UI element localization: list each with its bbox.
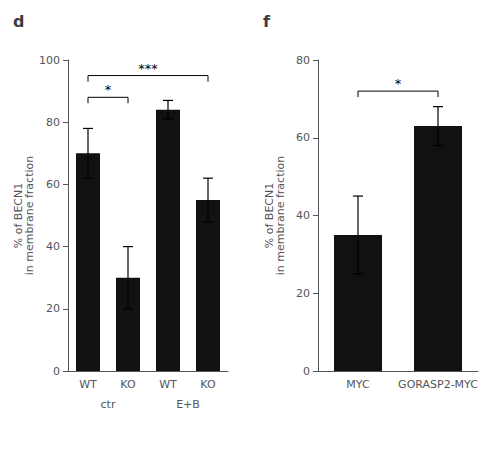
svg-text:in membrane fraction: in membrane fraction: [274, 156, 287, 275]
svg-text:WT: WT: [79, 378, 97, 391]
svg-text:80: 80: [296, 54, 310, 67]
svg-text:% of BECN1: % of BECN1: [263, 182, 276, 249]
svg-text:***: ***: [138, 61, 158, 76]
svg-text:*: *: [105, 82, 112, 97]
svg-text:KO: KO: [200, 378, 216, 391]
svg-text:0: 0: [53, 365, 60, 378]
svg-text:60: 60: [296, 131, 310, 144]
svg-text:40: 40: [46, 240, 60, 253]
svg-text:*: *: [395, 76, 402, 91]
svg-text:% of BECN1: % of BECN1: [12, 182, 26, 249]
svg-text:E+B: E+B: [176, 398, 200, 411]
svg-text:in membrane fraction: in membrane fraction: [23, 156, 36, 275]
svg-text:20: 20: [46, 302, 60, 315]
svg-text:GORASP2-MYC: GORASP2-MYC: [398, 378, 478, 391]
svg-text:WT: WT: [159, 378, 177, 391]
svg-text:MYC: MYC: [346, 378, 370, 391]
svg-text:20: 20: [296, 287, 310, 300]
svg-text:0: 0: [303, 365, 310, 378]
svg-text:60: 60: [46, 178, 60, 191]
svg-text:KO: KO: [120, 378, 136, 391]
svg-text:f: f: [263, 12, 271, 31]
svg-text:ctr: ctr: [101, 398, 116, 411]
svg-text:100: 100: [39, 54, 60, 67]
svg-text:d: d: [13, 12, 24, 31]
svg-text:40: 40: [296, 209, 310, 222]
svg-text:80: 80: [46, 116, 60, 129]
